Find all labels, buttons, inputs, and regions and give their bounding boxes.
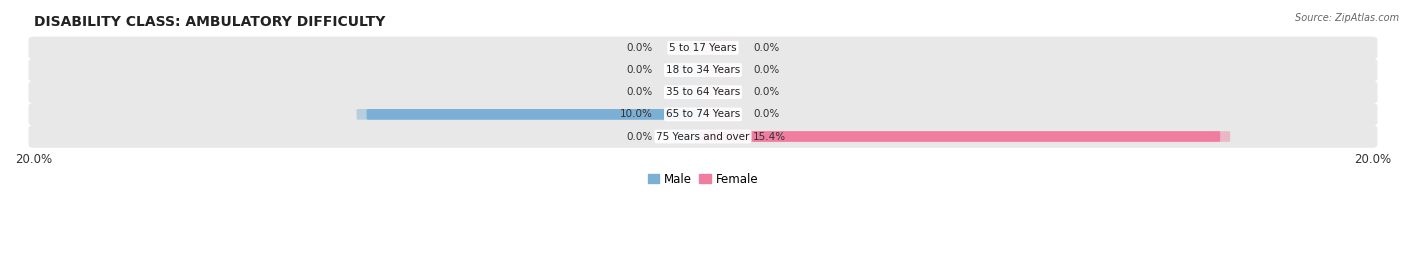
FancyBboxPatch shape — [28, 103, 1378, 126]
Text: 0.0%: 0.0% — [627, 132, 652, 141]
FancyBboxPatch shape — [702, 131, 1230, 142]
FancyBboxPatch shape — [702, 65, 731, 75]
FancyBboxPatch shape — [675, 43, 704, 53]
FancyBboxPatch shape — [702, 131, 1220, 142]
Text: 75 Years and over: 75 Years and over — [657, 132, 749, 141]
Text: 5 to 17 Years: 5 to 17 Years — [669, 43, 737, 53]
FancyBboxPatch shape — [702, 87, 731, 98]
Text: 0.0%: 0.0% — [754, 43, 779, 53]
Text: 0.0%: 0.0% — [627, 43, 652, 53]
Text: 0.0%: 0.0% — [627, 87, 652, 97]
FancyBboxPatch shape — [28, 81, 1378, 104]
FancyBboxPatch shape — [28, 37, 1378, 59]
Text: 10.0%: 10.0% — [620, 109, 652, 119]
Text: 65 to 74 Years: 65 to 74 Years — [666, 109, 740, 119]
Legend: Male, Female: Male, Female — [643, 168, 763, 190]
Text: 15.4%: 15.4% — [754, 132, 786, 141]
FancyBboxPatch shape — [28, 59, 1378, 81]
FancyBboxPatch shape — [675, 87, 704, 98]
Text: 0.0%: 0.0% — [754, 65, 779, 75]
Text: 0.0%: 0.0% — [754, 87, 779, 97]
FancyBboxPatch shape — [357, 109, 704, 120]
FancyBboxPatch shape — [28, 125, 1378, 148]
Text: DISABILITY CLASS: AMBULATORY DIFFICULTY: DISABILITY CLASS: AMBULATORY DIFFICULTY — [34, 15, 385, 29]
Text: 18 to 34 Years: 18 to 34 Years — [666, 65, 740, 75]
FancyBboxPatch shape — [367, 109, 704, 120]
FancyBboxPatch shape — [702, 109, 731, 120]
FancyBboxPatch shape — [675, 65, 704, 75]
FancyBboxPatch shape — [675, 131, 704, 142]
Text: 0.0%: 0.0% — [754, 109, 779, 119]
Text: 0.0%: 0.0% — [627, 65, 652, 75]
Text: Source: ZipAtlas.com: Source: ZipAtlas.com — [1295, 13, 1399, 23]
FancyBboxPatch shape — [702, 43, 731, 53]
Text: 35 to 64 Years: 35 to 64 Years — [666, 87, 740, 97]
